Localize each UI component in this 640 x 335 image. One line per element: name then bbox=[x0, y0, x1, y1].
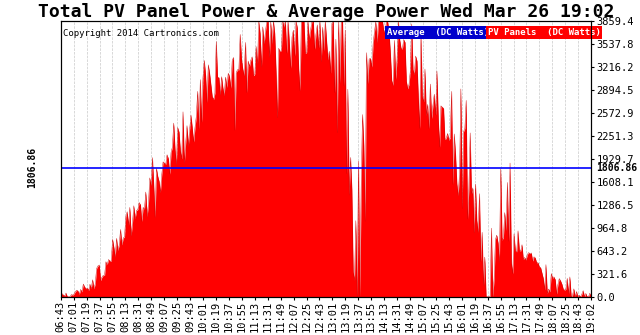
Text: 1806.86: 1806.86 bbox=[27, 147, 37, 188]
Text: Copyright 2014 Cartronics.com: Copyright 2014 Cartronics.com bbox=[63, 29, 220, 38]
Title: Total PV Panel Power & Average Power Wed Mar 26 19:02: Total PV Panel Power & Average Power Wed… bbox=[38, 3, 614, 21]
Text: PV Panels  (DC Watts): PV Panels (DC Watts) bbox=[488, 28, 600, 37]
Text: 1806.86: 1806.86 bbox=[596, 163, 637, 173]
Text: Average  (DC Watts): Average (DC Watts) bbox=[387, 28, 489, 37]
